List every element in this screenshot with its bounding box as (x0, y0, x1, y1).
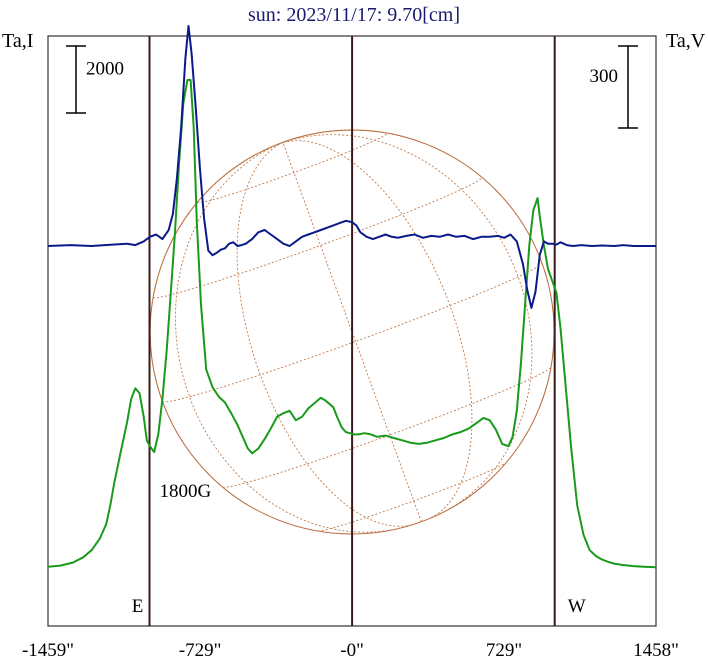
x-tick-labels: -1459" -729" -0" 729" 1458" (22, 640, 679, 661)
latitude-line (162, 262, 543, 403)
y-axis-label-left: Ta,I (2, 30, 33, 52)
limb-label: W (568, 596, 586, 617)
limb-label: E (132, 596, 144, 617)
scale-left-label: 2000 (86, 59, 124, 80)
x-tick-label: -1459" (22, 640, 74, 661)
x-tick-label: 1458" (633, 640, 679, 661)
annotation-label: 1800G (160, 481, 212, 502)
series-line-I (47, 79, 657, 569)
chart-title: sun: 2023/11/17: 9.70[cm] (248, 4, 460, 26)
marker-lines (148, 36, 556, 626)
scale-bars: 2000 300 (66, 45, 638, 129)
y-axis-label-right: Ta,V (666, 30, 706, 52)
x-tick-label: 729" (486, 640, 522, 661)
x-tick-label: -729" (179, 640, 222, 661)
longitude-line (282, 140, 473, 519)
latitude-line (317, 461, 507, 532)
series-lines (47, 25, 657, 569)
longitude-line (282, 134, 533, 516)
longitude-line (282, 142, 422, 522)
x-tick-label: -0" (340, 640, 364, 661)
longitude-line (149, 142, 284, 402)
scale-right-label: 300 (590, 66, 619, 87)
series-line-V (47, 25, 656, 309)
longitude-line (174, 142, 405, 533)
longitude-line (282, 129, 543, 263)
annotations: 1800G (160, 481, 212, 502)
longitude-line (236, 142, 412, 527)
